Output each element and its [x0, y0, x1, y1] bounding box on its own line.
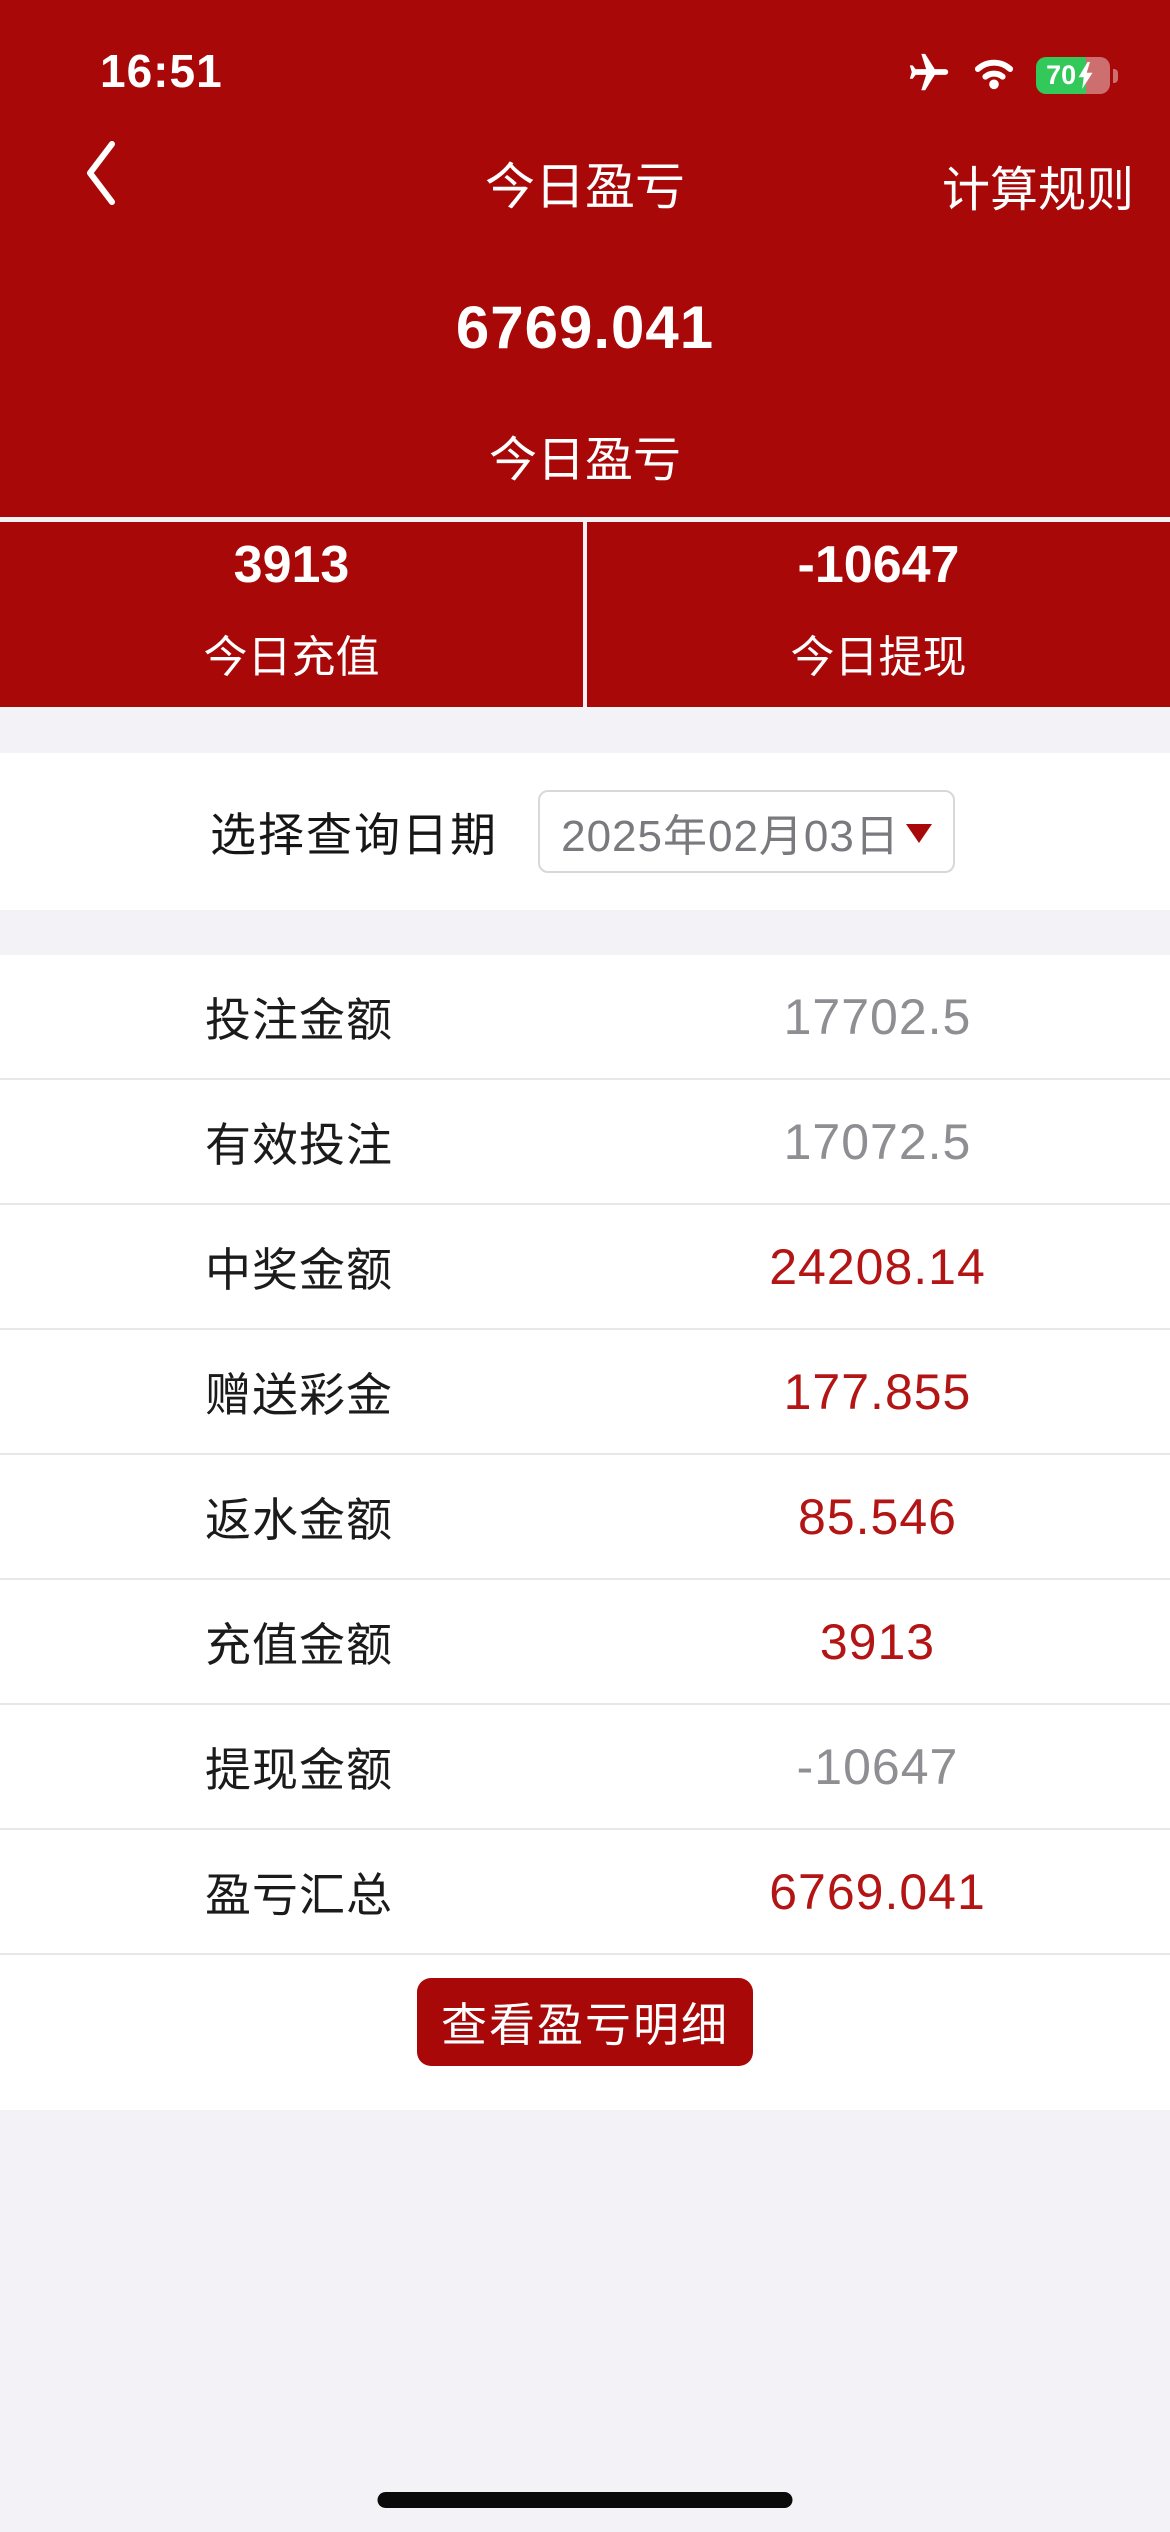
today-deposit-label: 今日充值: [203, 633, 380, 682]
hero-header: 16:51 70: [0, 0, 1170, 517]
row-label: 充值金额: [205, 1618, 393, 1671]
chevron-down-icon: [905, 824, 932, 843]
row-value: 24208.14: [769, 1238, 986, 1295]
table-row: 投注金额 17702.5: [0, 955, 1170, 1080]
button-section: 查看盈亏明细: [0, 1955, 1170, 2110]
row-label: 投注金额: [205, 993, 393, 1046]
date-picker-row: 选择查询日期 2025年02月03日: [0, 753, 1170, 910]
row-value: 17702.5: [783, 988, 972, 1045]
row-label: 盈亏汇总: [205, 1868, 393, 1921]
chevron-left-icon: [87, 141, 115, 205]
table-row: 充值金额 3913: [0, 1580, 1170, 1705]
row-label: 中奖金额: [205, 1243, 393, 1296]
today-profit-label: 今日盈亏: [488, 434, 681, 487]
row-value: -10647: [796, 1738, 959, 1795]
page-title: 今日盈亏: [485, 159, 685, 215]
today-withdraw-card: -10647 今日提现: [587, 522, 1170, 707]
back-button[interactable]: [82, 140, 122, 210]
row-label: 提现金额: [205, 1743, 393, 1796]
wifi-icon: [968, 50, 1020, 101]
profit-loss-table: 投注金额 17702.5 有效投注 17072.5 中奖金额 24208.14 …: [0, 955, 1170, 1955]
battery-charging-icon: 70: [1036, 57, 1118, 94]
table-row: 赠送彩金 177.855: [0, 1330, 1170, 1455]
today-deposit-card: 3913 今日充值: [0, 522, 583, 707]
date-picker-select[interactable]: 2025年02月03日: [538, 790, 955, 873]
divider: [0, 517, 1170, 522]
vertical-divider: [583, 522, 587, 707]
section-gap: [0, 910, 1170, 955]
calculation-rules-button[interactable]: 计算规则: [941, 164, 1134, 217]
table-row: 返水金额 85.546: [0, 1455, 1170, 1580]
section-gap: [0, 707, 1170, 753]
today-deposit-value: 3913: [233, 536, 350, 594]
row-label: 赠送彩金: [205, 1368, 393, 1421]
battery-percent: 70: [1036, 57, 1087, 94]
row-value: 17072.5: [783, 1113, 972, 1170]
battery-cap: [1113, 68, 1118, 83]
summary-cards: 3913 今日充值 -10647 今日提现: [0, 522, 1170, 707]
today-profit-amount: 6769.041: [455, 294, 715, 361]
battery-empty-part: [1086, 57, 1110, 94]
view-profit-detail-button[interactable]: 查看盈亏明细: [417, 1978, 753, 2066]
today-withdraw-value: -10647: [797, 536, 960, 594]
table-row: 中奖金额 24208.14: [0, 1205, 1170, 1330]
row-value: 85.546: [798, 1488, 957, 1545]
airplane-mode-icon: [906, 50, 952, 101]
home-indicator[interactable]: [377, 2492, 793, 2508]
status-time: 16:51: [100, 45, 223, 97]
row-value: 6769.041: [769, 1863, 986, 1920]
status-icons: 70: [906, 50, 1118, 101]
table-row: 盈亏汇总 6769.041: [0, 1830, 1170, 1955]
footer-area: [0, 2110, 1170, 2532]
row-value: 3913: [819, 1613, 936, 1670]
row-label: 返水金额: [205, 1493, 393, 1546]
date-picker-label: 选择查询日期: [210, 808, 498, 861]
date-picker-value: 2025年02月03日: [561, 811, 900, 861]
row-label: 有效投注: [205, 1118, 393, 1171]
charging-bolt-icon: [1078, 62, 1093, 89]
row-value: 177.855: [783, 1363, 972, 1420]
table-row: 提现金额 -10647: [0, 1705, 1170, 1830]
today-withdraw-label: 今日提现: [790, 633, 967, 682]
table-row: 有效投注 17072.5: [0, 1080, 1170, 1205]
